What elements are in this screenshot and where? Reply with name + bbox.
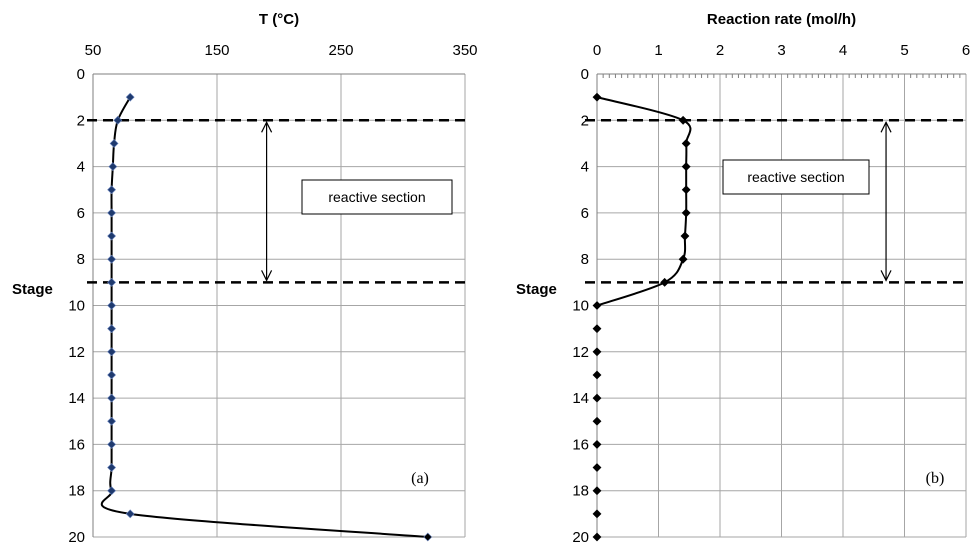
y-tick-label: 2	[77, 112, 85, 129]
panel-label: (a)	[411, 470, 429, 487]
data-point-marker	[107, 254, 117, 264]
data-point-marker	[107, 231, 117, 241]
x-axis-title: Reaction rate (mol/h)	[707, 11, 856, 28]
data-point-marker	[678, 254, 688, 264]
data-point-marker	[681, 185, 691, 195]
y-tick-label: 20	[68, 529, 85, 545]
y-tick-label: 4	[77, 159, 85, 176]
series-line	[596, 96, 692, 307]
data-point-marker	[108, 162, 118, 172]
reactive-section-box	[301, 179, 453, 215]
data-point-marker	[107, 185, 117, 195]
y-tick-label: 12	[68, 344, 85, 361]
y-tick-label: 10	[572, 298, 589, 315]
arrow-head-up	[261, 120, 273, 133]
x-tick-label: 5	[900, 42, 908, 59]
x-tick-label: 4	[839, 42, 847, 59]
data-point-marker	[423, 532, 433, 542]
x-tick-label: 1	[654, 42, 662, 59]
arrow-head-down	[880, 270, 892, 282]
data-point-marker	[107, 277, 117, 287]
y-tick-label: 16	[572, 436, 589, 453]
y-tick-label: 16	[68, 436, 85, 453]
x-tick-label: 2	[716, 42, 724, 59]
y-tick-label: 6	[581, 205, 589, 222]
data-point-marker	[592, 416, 602, 426]
data-point-marker	[681, 208, 691, 218]
data-point-marker	[592, 439, 602, 449]
panel-temperature: 50 150 250 350 0 2 4 6 8 10 12 14 16 18 20 T (°C) Stage r…	[12, 11, 478, 545]
data-point-marker	[592, 301, 602, 310]
y-tick-label: 2	[581, 112, 589, 129]
y-tick-label: 18	[572, 483, 589, 500]
data-point-marker	[592, 393, 602, 403]
data-point-marker	[109, 139, 119, 148]
data-point-marker	[107, 439, 117, 449]
data-point-marker	[681, 162, 691, 172]
arrow-head-up	[880, 120, 892, 133]
data-point-marker	[107, 370, 117, 380]
data-point-marker	[107, 393, 117, 403]
y-tick-label: 12	[572, 344, 589, 361]
gridlines	[596, 73, 967, 538]
data-point-marker	[592, 92, 602, 102]
data-point-marker	[107, 463, 117, 472]
data-point-marker	[592, 486, 602, 496]
x-tick-label: 250	[328, 42, 353, 59]
reactive-section-box	[722, 159, 870, 195]
y-axis-title: Stage	[12, 281, 53, 298]
arrow-head-down	[261, 270, 273, 282]
data-point-marker	[125, 509, 135, 519]
data-point-marker	[107, 301, 117, 310]
y-tick-label: 0	[581, 66, 589, 83]
x-tick-label: 350	[452, 42, 477, 59]
data-point-marker	[107, 486, 117, 496]
data-point-marker	[592, 324, 602, 334]
data-point-marker	[107, 416, 117, 426]
y-axis-title: Stage	[516, 281, 557, 298]
data-point-marker	[660, 277, 670, 287]
x-axis-title: T (°C)	[259, 11, 299, 28]
reactive-section-label: reactive section	[747, 169, 844, 185]
y-tick-label: 6	[77, 205, 85, 222]
y-tick-label: 10	[68, 298, 85, 315]
y-tick-label: 14	[572, 390, 589, 407]
data-point-marker	[680, 231, 690, 241]
data-point-marker	[107, 347, 117, 357]
x-tick-label: 50	[85, 42, 102, 59]
x-tick-label: 6	[962, 42, 970, 59]
y-tick-label: 4	[581, 159, 589, 176]
data-point-marker	[592, 370, 602, 380]
y-tick-label: 18	[68, 483, 85, 500]
y-tick-label: 0	[77, 66, 85, 83]
gridlines	[92, 73, 466, 538]
data-point-marker	[592, 347, 602, 357]
panel-label: (b)	[926, 470, 945, 487]
data-point-marker	[125, 92, 135, 102]
x-tick-label: 3	[777, 42, 785, 59]
data-point-marker	[113, 115, 123, 125]
reactive-section-label: reactive section	[328, 189, 425, 205]
data-point-marker	[107, 324, 117, 334]
y-tick-label: 8	[581, 251, 589, 268]
data-point-marker	[592, 532, 602, 542]
x-tick-label: 150	[204, 42, 229, 59]
data-point-marker	[678, 115, 688, 125]
y-tick-label: 14	[68, 390, 85, 407]
series-line	[100, 96, 428, 538]
data-point-marker	[681, 139, 691, 148]
data-point-marker	[592, 509, 602, 519]
x-tick-label: 0	[593, 42, 601, 59]
data-point-marker	[592, 463, 602, 472]
y-tick-label: 8	[77, 251, 85, 268]
data-point-marker	[107, 208, 117, 218]
y-tick-label: 20	[572, 529, 589, 545]
